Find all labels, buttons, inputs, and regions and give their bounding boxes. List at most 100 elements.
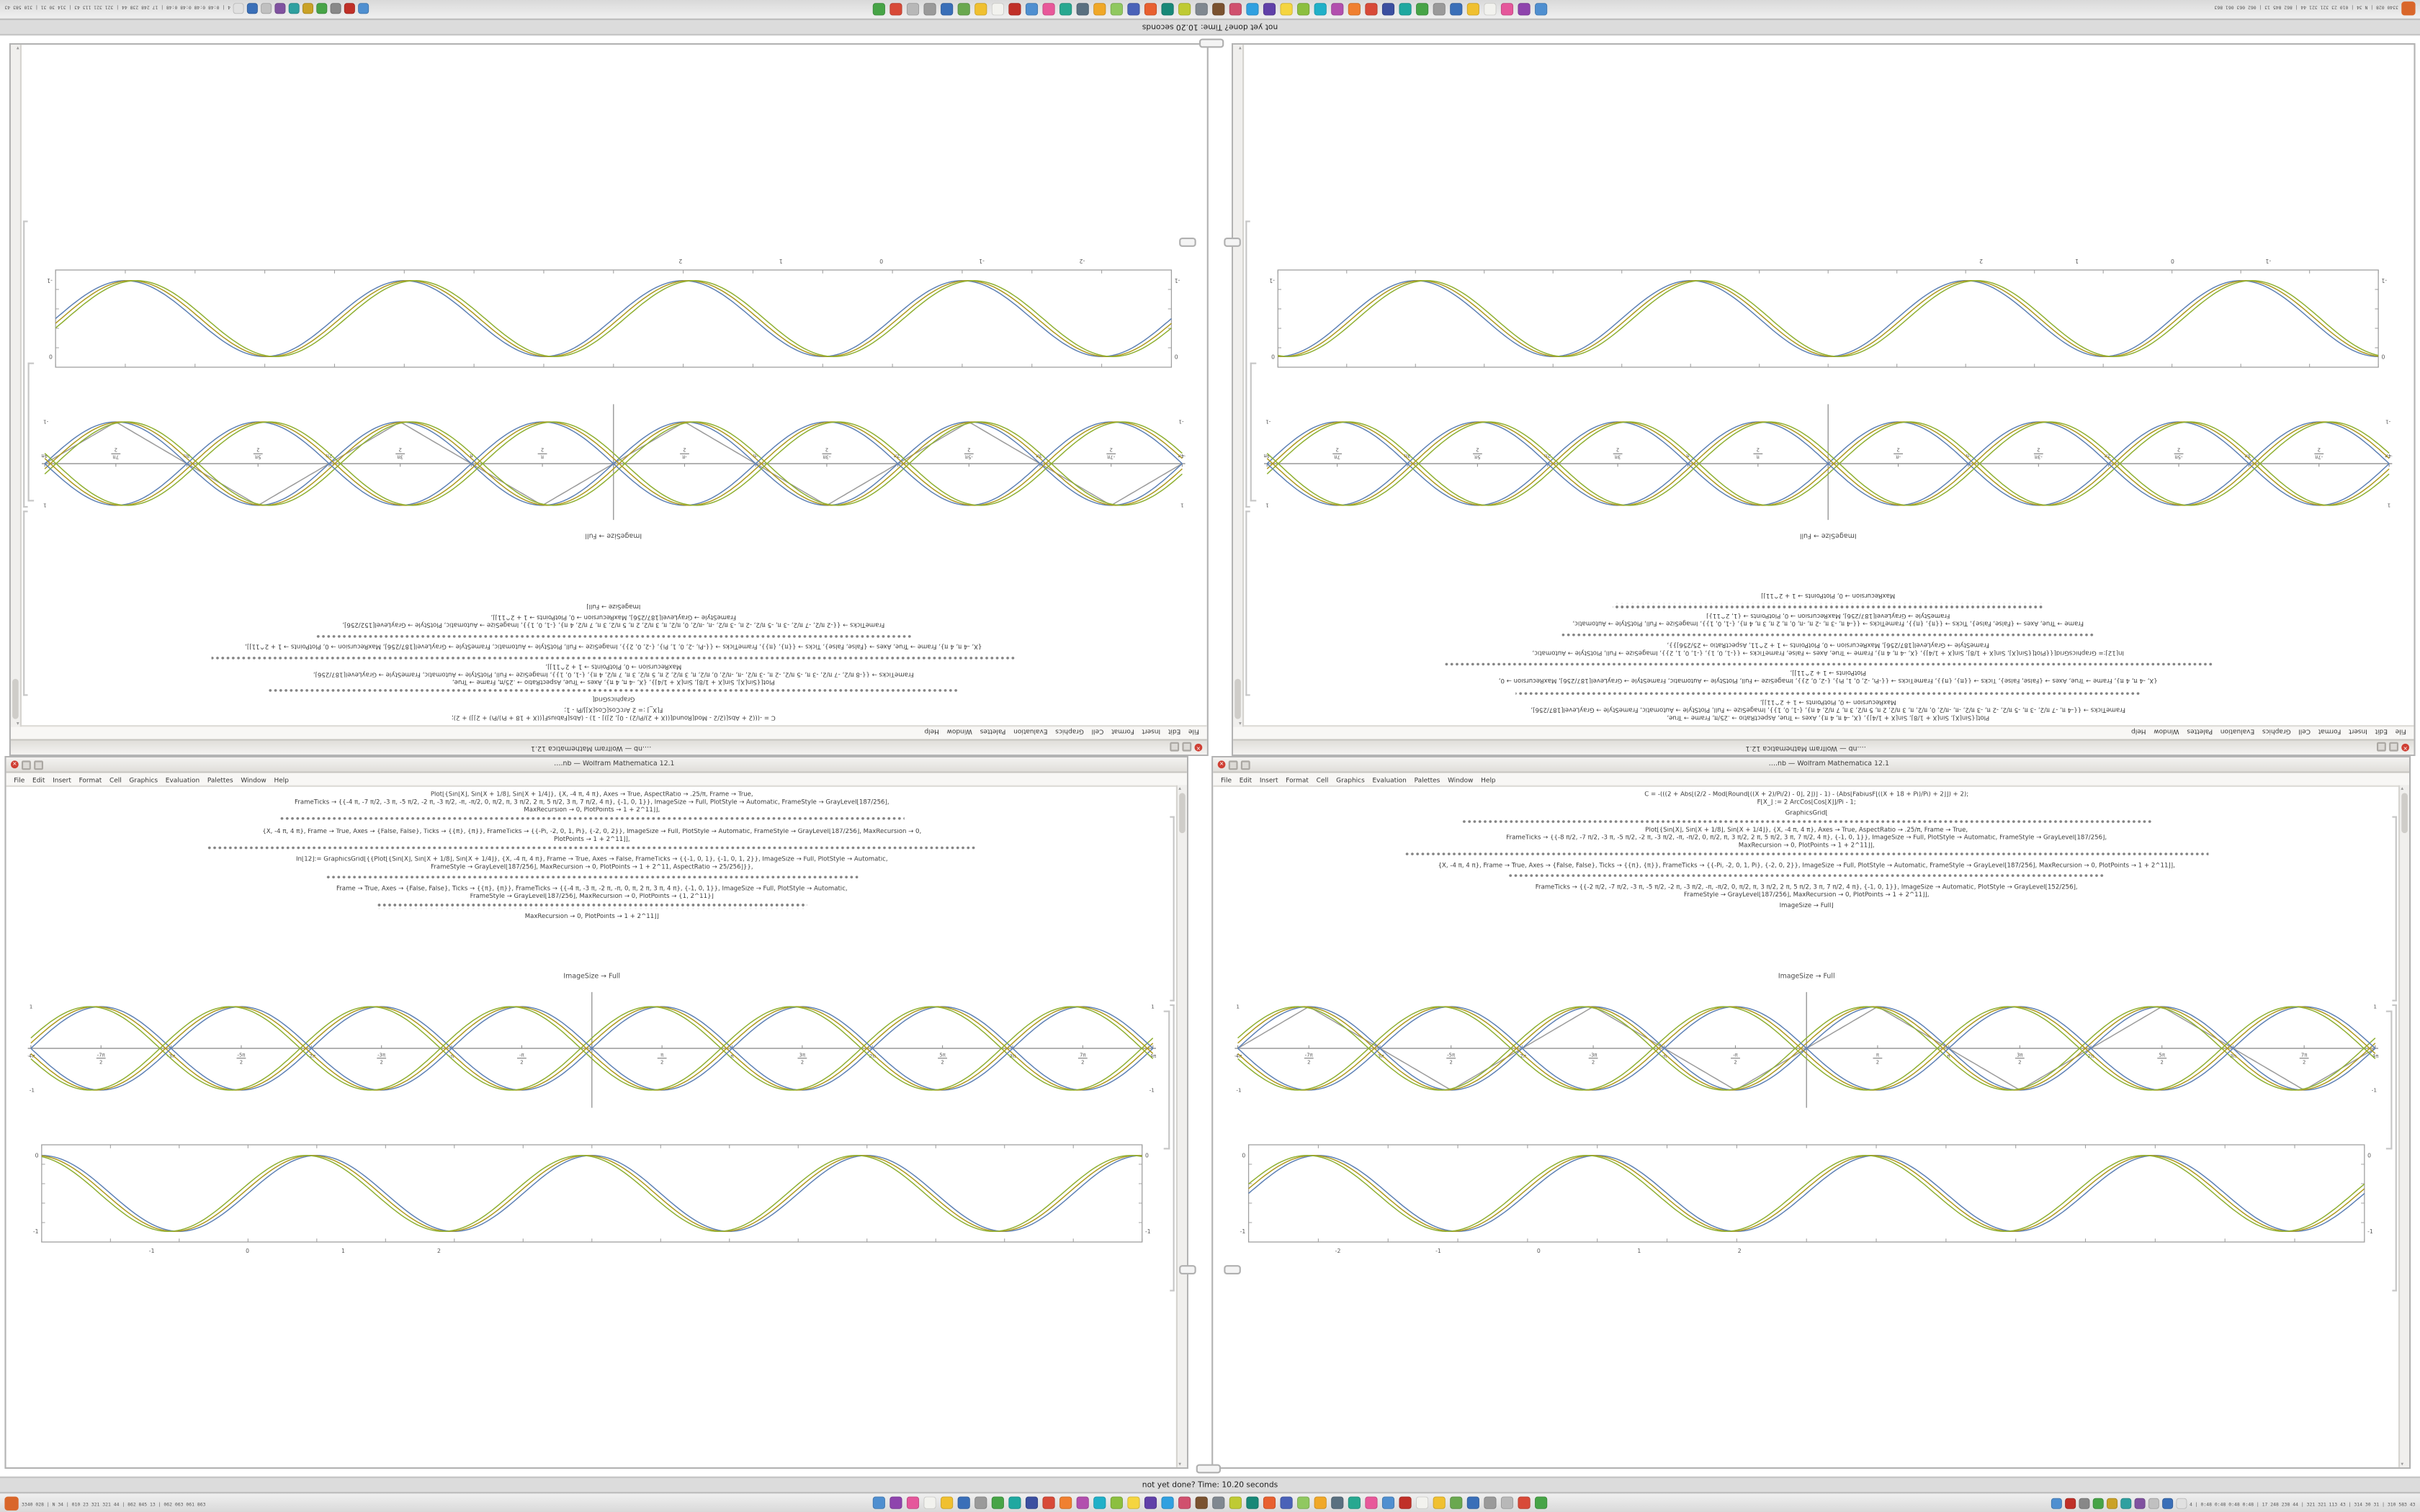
tray-icon[interactable] <box>275 3 287 14</box>
close-button[interactable]: × <box>11 760 19 769</box>
titlebar[interactable]: × ….nb — Wolfram Mathematica 12.1 <box>1233 739 2414 755</box>
taskbar-app-icon[interactable] <box>1450 3 1463 16</box>
taskbar-app-icon[interactable] <box>906 3 920 16</box>
menu-item[interactable]: Palettes <box>1414 775 1440 783</box>
menu-item[interactable]: Graphics <box>129 775 158 783</box>
taskbar-app-icon[interactable] <box>1280 3 1293 16</box>
scroll-thumb[interactable] <box>13 678 19 719</box>
cell-bracket[interactable] <box>23 510 29 696</box>
taskbar-app-icon[interactable] <box>1025 3 1039 16</box>
taskbar-app-icon[interactable] <box>974 3 987 16</box>
taskbar-app-icon[interactable] <box>1093 1496 1106 1509</box>
taskbar-app-icon[interactable] <box>1484 3 1497 16</box>
taskbar-app-icon[interactable] <box>1518 3 1531 16</box>
taskbar-app-icon[interactable] <box>1059 1496 1072 1509</box>
scrollbar[interactable]: ▴ ▾ <box>1175 785 1187 1467</box>
taskbar-app-icon[interactable] <box>1246 3 1259 16</box>
menu-item[interactable]: Palettes <box>207 775 233 783</box>
scroll-down-icon[interactable]: ▾ <box>2401 1461 2404 1467</box>
close-button[interactable]: × <box>2401 743 2409 752</box>
taskbar-app-icon[interactable] <box>1178 3 1191 16</box>
menu-item[interactable]: Help <box>2131 729 2146 737</box>
titlebar[interactable]: × ….nb — Wolfram Mathematica 12.1 <box>11 739 1207 755</box>
taskbar-app-icon[interactable] <box>1008 3 1021 16</box>
taskbar-app-icon[interactable] <box>957 3 970 16</box>
taskbar-app-icon[interactable] <box>923 3 936 16</box>
cell-bracket[interactable] <box>23 220 29 508</box>
taskbar-app-icon[interactable] <box>1076 3 1089 16</box>
tray-icon[interactable] <box>302 3 314 14</box>
tray-icon[interactable] <box>289 3 300 14</box>
scroll-thumb[interactable] <box>2401 793 2407 834</box>
taskbar-app-icon[interactable] <box>1110 1496 1123 1509</box>
close-button[interactable]: × <box>1217 760 1226 769</box>
scroll-down-icon[interactable]: ▾ <box>1178 1461 1182 1467</box>
cell-bracket[interactable] <box>1245 510 1251 696</box>
taskbar-app-icon[interactable] <box>1348 3 1361 16</box>
taskbar-app-icon[interactable] <box>1263 3 1276 16</box>
tray-icon[interactable] <box>2161 1498 2173 1509</box>
tray-icon[interactable] <box>2175 1498 2187 1509</box>
panel-handle-pill[interactable] <box>1199 38 1224 48</box>
taskbar-app-icon[interactable] <box>941 3 954 16</box>
launcher-icon[interactable] <box>2401 1 2416 16</box>
tray-icon[interactable] <box>2051 1498 2062 1509</box>
minimize-button[interactable] <box>2389 742 2398 752</box>
taskbar-app-icon[interactable] <box>1008 1496 1021 1509</box>
tray-icon[interactable] <box>358 3 369 14</box>
taskbar-app-icon[interactable] <box>906 1496 920 1509</box>
scroll-handle-pill[interactable] <box>1179 1265 1196 1274</box>
taskbar-app-icon[interactable] <box>1365 3 1378 16</box>
menu-item[interactable]: Format <box>2318 729 2341 737</box>
taskbar-app-icon[interactable] <box>991 3 1004 16</box>
tray-icon[interactable] <box>2106 1498 2118 1509</box>
taskbar-app-icon[interactable] <box>1042 1496 1055 1509</box>
tray-icon[interactable] <box>2148 1498 2159 1509</box>
menu-item[interactable]: Window <box>946 729 972 737</box>
tray-icon[interactable] <box>247 3 259 14</box>
minimize-button[interactable] <box>1182 742 1192 752</box>
taskbar-app-icon[interactable] <box>1195 3 1208 16</box>
menu-item[interactable]: File <box>2395 729 2406 737</box>
taskbar-app-icon[interactable] <box>1297 1496 1310 1509</box>
maximize-button[interactable] <box>34 760 43 770</box>
taskbar-app-icon[interactable] <box>957 1496 970 1509</box>
taskbar-app-icon[interactable] <box>1518 1496 1531 1509</box>
menu-item[interactable]: Insert <box>2349 729 2367 737</box>
taskbar-app-icon[interactable] <box>1161 1496 1174 1509</box>
menu-item[interactable]: Format <box>79 775 102 783</box>
menu-item[interactable]: Edit <box>1239 775 1252 783</box>
input-cells[interactable]: Plot[{Sin[X], Sin[X + 1/8], Sin[X + 1/4]… <box>24 788 1159 971</box>
taskbar-app-icon[interactable] <box>1381 1496 1395 1509</box>
taskbar-app-icon[interactable] <box>1161 3 1174 16</box>
scrollbar[interactable]: ▴ ▾ <box>2398 785 2409 1467</box>
taskbar-app-icon[interactable] <box>1144 1496 1157 1509</box>
launcher-icon[interactable] <box>4 1496 19 1511</box>
taskbar-app-icon[interactable] <box>1127 1496 1140 1509</box>
menu-item[interactable]: Evaluation <box>2220 729 2255 737</box>
tray-icon[interactable] <box>2133 1498 2145 1509</box>
taskbar-app-icon[interactable] <box>1025 1496 1039 1509</box>
scroll-up-icon[interactable]: ▴ <box>1238 720 1242 727</box>
input-cells[interactable]: C = -(((2 + Abs[(2/2 - Mod[Round[((X + 2… <box>39 541 1188 724</box>
taskbar-app-icon[interactable] <box>1212 3 1225 16</box>
taskbar-app-icon[interactable] <box>1416 1496 1429 1509</box>
menu-item[interactable]: Cell <box>1316 775 1329 783</box>
taskbar-app-icon[interactable] <box>1314 1496 1327 1509</box>
maximize-button[interactable] <box>1170 742 1180 752</box>
taskbar-app-icon[interactable] <box>1212 1496 1225 1509</box>
taskbar-app-icon[interactable] <box>1433 1496 1446 1509</box>
menu-item[interactable]: Window <box>2154 729 2179 737</box>
taskbar-app-icon[interactable] <box>991 1496 1004 1509</box>
close-button[interactable]: × <box>1194 743 1203 752</box>
taskbar-app-icon[interactable] <box>1093 3 1106 16</box>
taskbar-app-icon[interactable] <box>1110 3 1123 16</box>
taskbar-app-icon[interactable] <box>1246 1496 1259 1509</box>
menu-item[interactable]: File <box>1188 729 1199 737</box>
taskbar-app-icon[interactable] <box>889 1496 902 1509</box>
menu-item[interactable]: Cell <box>109 775 122 783</box>
taskbar-app-icon[interactable] <box>1314 3 1327 16</box>
menu-item[interactable]: Edit <box>32 775 45 783</box>
tray-icon[interactable] <box>344 3 356 14</box>
taskbar-app-icon[interactable] <box>1416 3 1429 16</box>
